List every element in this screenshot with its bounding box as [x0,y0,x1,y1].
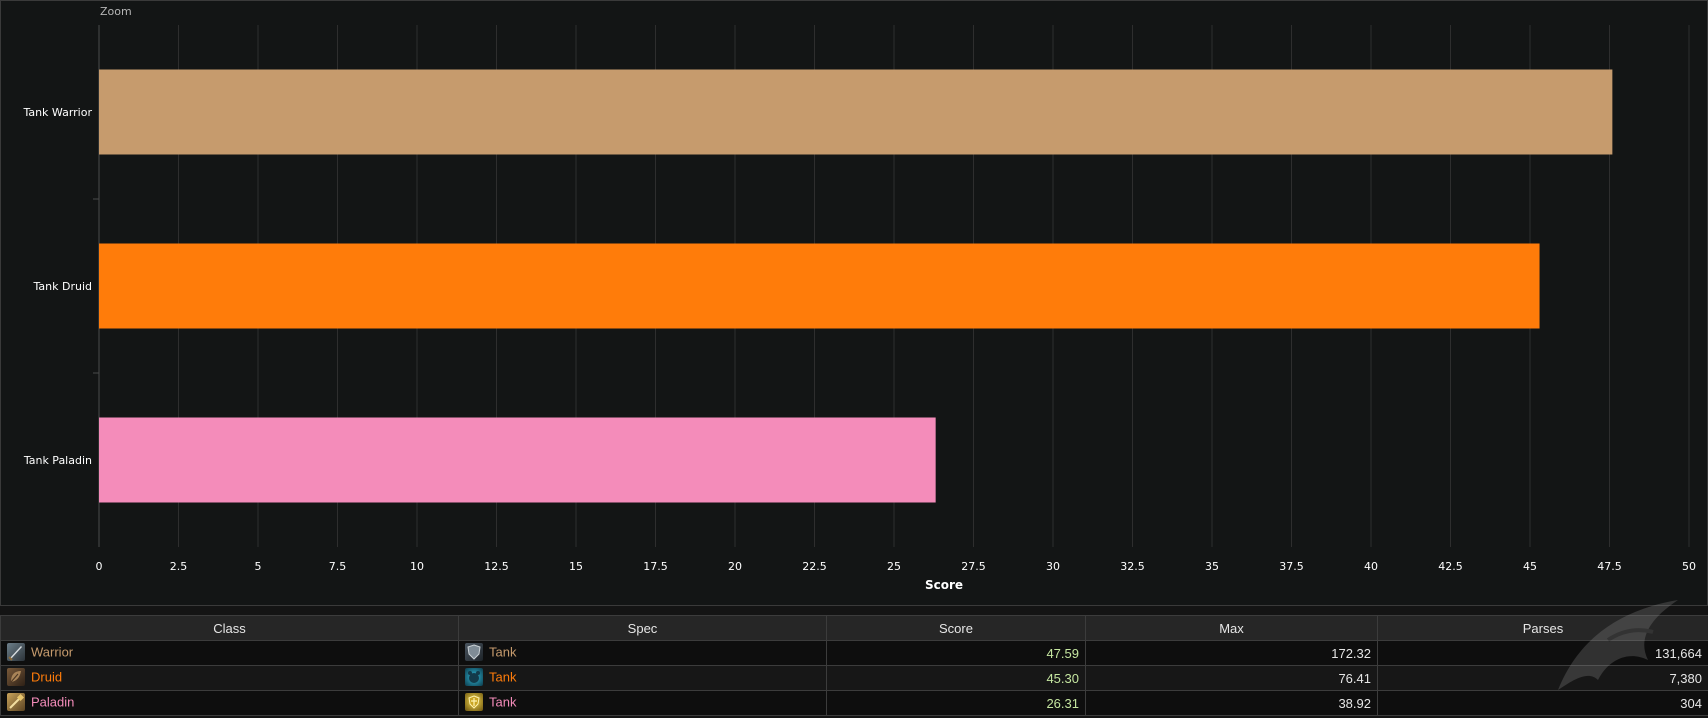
class-cell: Druid [0,665,459,691]
bar [99,243,1540,329]
results-table: Class Spec Score Max Parses Warrior Tank [0,615,1708,716]
x-tick-label: 27.5 [961,560,986,573]
x-tick-label: 42.5 [1438,560,1463,573]
x-tick-label: 50 [1682,560,1696,573]
x-tick-label: 7.5 [329,560,347,573]
x-tick-label: 20 [728,560,742,573]
x-tick-label: 30 [1046,560,1060,573]
table-row[interactable]: Paladin Tank 26.31 38.92 304 [0,690,1708,716]
class-name[interactable]: Druid [31,669,63,685]
spec-cell: Tank [458,690,827,716]
spec-cell: Tank [458,640,827,666]
paladin-class-icon [7,693,25,711]
header-score[interactable]: Score [826,615,1086,641]
parses-cell: 304 [1377,690,1708,716]
spec-cell: Tank [458,665,827,691]
category-label: Tank Paladin [23,454,92,467]
class-cell: Warrior [0,640,459,666]
x-tick-label: 37.5 [1279,560,1304,573]
x-tick-label: 10 [410,560,424,573]
header-spec[interactable]: Spec [458,615,827,641]
table-row[interactable]: Druid Tank 45.30 76.41 7,380 [0,665,1708,691]
class-name[interactable]: Paladin [31,694,75,710]
class-cell: Paladin [0,690,459,716]
spec-name[interactable]: Tank [489,644,517,660]
parses-cell: 131,664 [1377,640,1708,666]
bar [99,69,1613,155]
x-tick-label: 22.5 [802,560,827,573]
x-tick-label: 40 [1364,560,1378,573]
table-header-row: Class Spec Score Max Parses [0,615,1708,641]
x-axis-title: Score [925,578,963,592]
x-tick-label: 0 [96,560,103,573]
x-tick-label: 25 [887,560,901,573]
score-cell: 26.31 [826,690,1086,716]
holy-shield-spec-icon [465,693,483,711]
parses-cell: 7,380 [1377,665,1708,691]
x-tick-label: 15 [569,560,583,573]
header-max[interactable]: Max [1085,615,1378,641]
x-tick-label: 32.5 [1120,560,1145,573]
category-label: Tank Druid [33,280,92,293]
max-cell: 172.32 [1085,640,1378,666]
results-table-container: Class Spec Score Max Parses Warrior Tank [0,615,1708,718]
max-cell: 38.92 [1085,690,1378,716]
shield-spec-icon [465,643,483,661]
druid-class-icon [7,668,25,686]
max-cell: 76.41 [1085,665,1378,691]
x-tick-label: 35 [1205,560,1219,573]
spec-name[interactable]: Tank [489,669,517,685]
x-tick-label: 47.5 [1597,560,1622,573]
x-tick-label: 12.5 [484,560,509,573]
header-parses[interactable]: Parses [1377,615,1708,641]
x-tick-label: 45 [1523,560,1537,573]
header-class[interactable]: Class [0,615,459,641]
zoom-label[interactable]: Zoom [100,5,132,18]
spec-name[interactable]: Tank [489,694,517,710]
bar-chart: 0 2.5 5 7.5 10 12.5 15 17.5 20 22.5 25 27.5 30 32.5 35… [22,25,1696,592]
bar [99,417,936,503]
warrior-class-icon [7,643,25,661]
chart-panel: Zoom 0 2.5 5 7.5 10 12.5 15 17.5 20 22.5 25 27.5 30 3… [0,0,1708,606]
category-label: Tank Warrior [22,106,92,119]
class-name[interactable]: Warrior [31,644,74,660]
table-row[interactable]: Warrior Tank 47.59 172.32 131,664 [0,640,1708,666]
x-tick-label: 2.5 [170,560,188,573]
score-cell: 45.30 [826,665,1086,691]
bear-spec-icon [465,668,483,686]
score-cell: 47.59 [826,640,1086,666]
x-tick-label: 5 [255,560,262,573]
x-tick-label: 17.5 [643,560,668,573]
